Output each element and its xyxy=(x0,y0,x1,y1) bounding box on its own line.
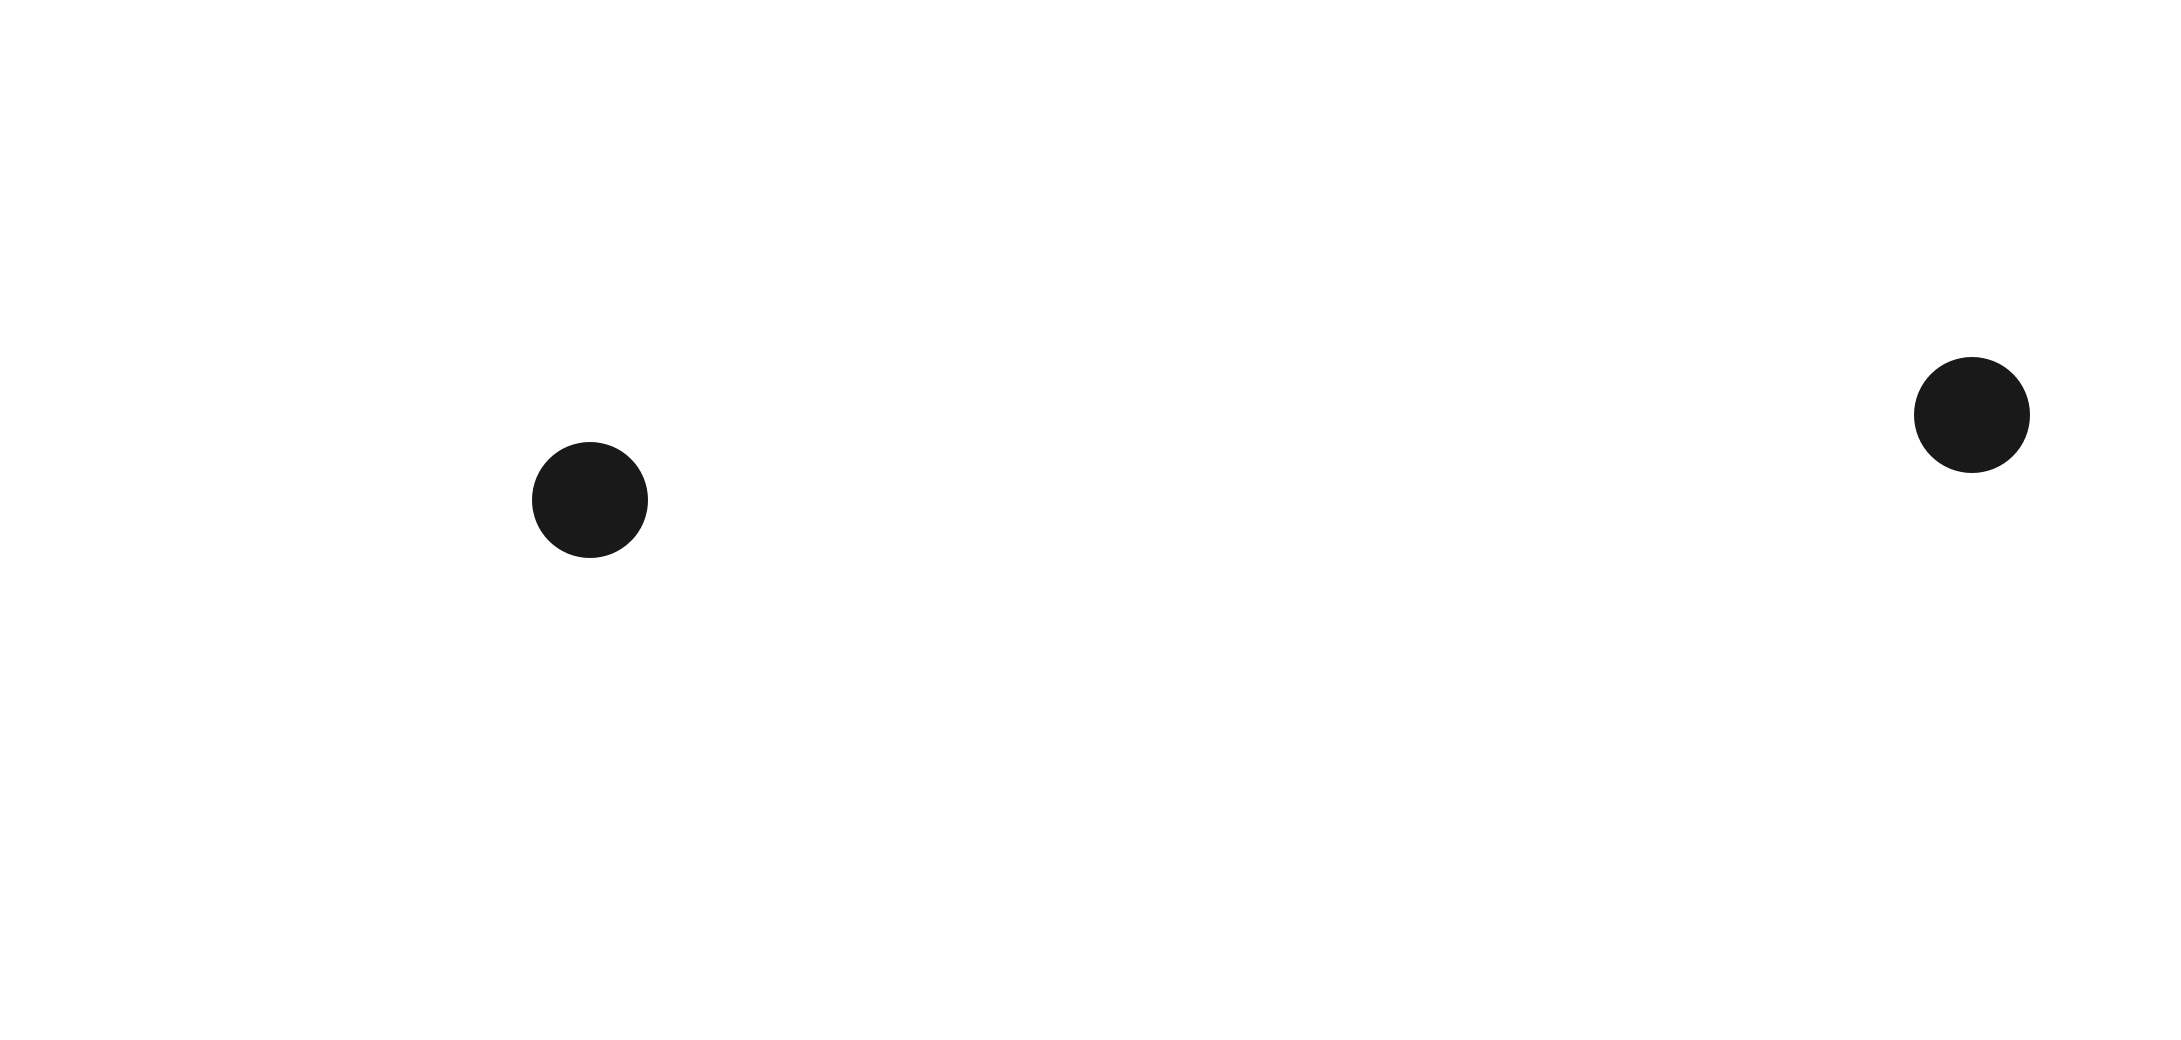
network-graph-left xyxy=(532,442,648,558)
panel-most-active xyxy=(0,0,1090,1040)
panel-least-active xyxy=(1090,0,2181,1040)
network-graph-right xyxy=(1914,357,2030,473)
hub-node-134 xyxy=(1914,357,2030,473)
hub-node-37 xyxy=(532,442,648,558)
